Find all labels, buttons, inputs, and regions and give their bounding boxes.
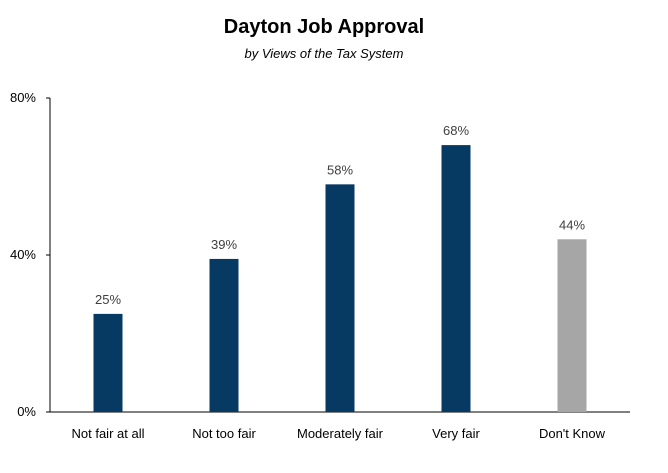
- data-label: 58%: [327, 162, 353, 177]
- data-label: 68%: [443, 123, 469, 138]
- bar: [441, 145, 471, 412]
- data-label: 25%: [95, 292, 121, 307]
- y-tick-label: 40%: [10, 247, 36, 262]
- bar: [557, 239, 587, 412]
- data-label: 44%: [559, 217, 585, 232]
- category-label: Moderately fair: [297, 426, 384, 441]
- y-tick-label: 0%: [17, 404, 36, 419]
- category-label: Not too fair: [192, 426, 256, 441]
- chart-subtitle: by Views of the Tax System: [244, 46, 404, 61]
- bar: [209, 258, 239, 412]
- category-label: Don't Know: [539, 426, 606, 441]
- y-tick-label: 80%: [10, 90, 36, 105]
- data-label: 39%: [211, 237, 237, 252]
- category-label: Very fair: [432, 426, 480, 441]
- bar: [93, 313, 123, 412]
- chart-title: Dayton Job Approval: [223, 16, 425, 38]
- category-label: Not fair at all: [72, 426, 145, 441]
- bar: [325, 184, 355, 412]
